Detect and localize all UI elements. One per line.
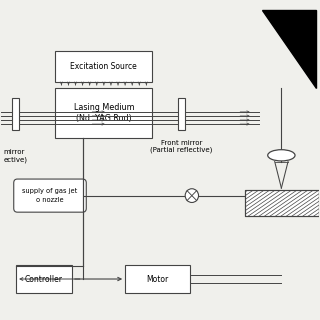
Text: Excitation Source: Excitation Source xyxy=(70,62,137,71)
Bar xyxy=(55,51,152,82)
Text: mirror
ective): mirror ective) xyxy=(4,149,28,163)
Bar xyxy=(12,98,19,130)
Bar xyxy=(55,88,152,138)
Text: supply of gas jet: supply of gas jet xyxy=(22,188,78,194)
Text: Motor: Motor xyxy=(147,275,169,284)
Polygon shape xyxy=(262,10,316,88)
Text: Controller: Controller xyxy=(25,275,63,284)
FancyBboxPatch shape xyxy=(14,179,86,212)
Bar xyxy=(16,265,72,293)
Bar xyxy=(178,98,185,130)
Text: o nozzle: o nozzle xyxy=(36,197,64,203)
Bar xyxy=(125,265,190,293)
Circle shape xyxy=(185,189,198,203)
Bar xyxy=(245,190,319,216)
Text: Front mirror
(Partial reflective): Front mirror (Partial reflective) xyxy=(150,140,213,153)
Text: Lasing Medium
(Nd: YAG Rod): Lasing Medium (Nd: YAG Rod) xyxy=(74,103,134,123)
Bar xyxy=(245,190,319,216)
Ellipse shape xyxy=(268,150,295,161)
